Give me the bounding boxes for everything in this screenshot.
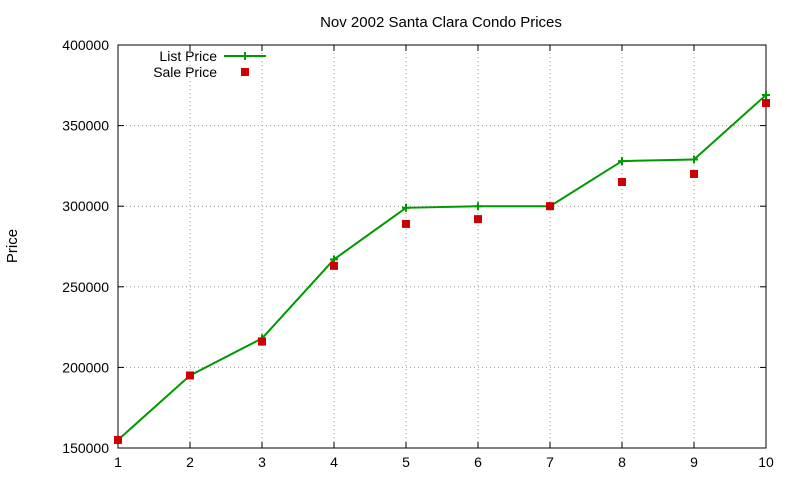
series-1 <box>114 99 770 444</box>
x-tick-label: 10 <box>758 454 774 470</box>
series-line <box>117 94 767 441</box>
x-tick-label: 6 <box>474 454 482 470</box>
y-tick-label: 350000 <box>62 118 109 134</box>
data-point-square <box>690 169 698 178</box>
data-point-square <box>186 371 194 380</box>
data-point-plus <box>402 203 410 212</box>
x-tick-label: 9 <box>690 454 698 470</box>
data-point-plus <box>762 90 770 99</box>
x-tick-label: 7 <box>546 454 554 470</box>
data-point-square <box>762 99 770 108</box>
data-point-plus <box>474 202 482 211</box>
legend-marker-square <box>241 68 249 76</box>
x-tick-label: 3 <box>258 454 266 470</box>
y-tick-label: 300000 <box>62 198 109 214</box>
grid <box>118 45 766 448</box>
x-tick-label: 5 <box>402 454 410 470</box>
data-point-plus <box>618 157 626 166</box>
y-tick-label: 250000 <box>62 279 109 295</box>
data-point-square <box>474 215 482 224</box>
data-point-square <box>330 261 338 270</box>
data-point-plus <box>690 155 698 164</box>
x-tick-label: 4 <box>330 454 338 470</box>
x-tick-label: 1 <box>114 454 122 470</box>
legend-label: List Price <box>159 48 217 64</box>
data-point-square <box>258 337 266 346</box>
series-0 <box>114 90 770 444</box>
data-point-square <box>114 435 122 444</box>
series <box>114 90 770 444</box>
y-tick-label: 200000 <box>62 359 109 375</box>
axis-ticks: 1 2 3 4 5 6 7 8 9 10 150000 200000 250000 300000 35000… <box>62 37 774 470</box>
y-tick-label: 400000 <box>62 37 109 53</box>
data-point-square <box>546 202 554 211</box>
legend-label: Sale Price <box>153 64 217 80</box>
x-tick-label: 8 <box>618 454 626 470</box>
data-point-square <box>618 178 626 187</box>
y-tick-label: 150000 <box>62 440 109 456</box>
plot-frame <box>117 44 767 449</box>
legend-marker-plus <box>241 52 249 60</box>
x-tick-label: 2 <box>186 454 194 470</box>
data-point-square <box>402 219 410 228</box>
y-axis-label: Price <box>4 229 21 263</box>
chart-title: Nov 2002 Santa Clara Condo Prices <box>320 14 562 31</box>
